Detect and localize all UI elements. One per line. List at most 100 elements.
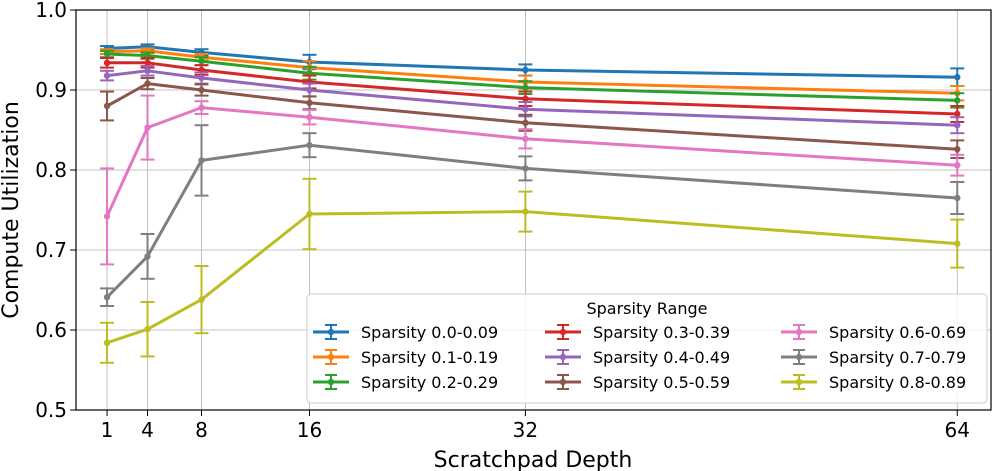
data-point: [306, 142, 313, 149]
y-tick-label: 0.8: [35, 158, 67, 182]
y-tick-label: 1.0: [35, 0, 67, 22]
series-line: [106, 82, 958, 151]
series-line: [106, 45, 958, 79]
series-group: [100, 177, 965, 364]
data-point: [144, 80, 151, 87]
legend-marker: [327, 378, 335, 386]
data-point: [522, 119, 529, 127]
legend-label: Sparsity 0.5-0.59: [593, 373, 730, 392]
legend-marker: [327, 328, 335, 336]
data-point: [103, 50, 111, 58]
series-line: [105, 106, 958, 218]
data-point: [144, 67, 151, 75]
y-tick-label: 0.5: [35, 398, 67, 422]
legend-label: Sparsity 0.3-0.39: [593, 323, 730, 342]
x-tick-label: 1: [101, 418, 114, 442]
data-point: [954, 122, 961, 129]
data-point: [522, 135, 529, 142]
data-point: [954, 146, 961, 153]
series-line: [106, 69, 958, 127]
data-point: [954, 162, 961, 169]
y-tick-label: 0.7: [35, 238, 67, 262]
x-tick-label: 16: [297, 418, 322, 442]
data-point: [306, 210, 313, 218]
data-point: [198, 157, 205, 164]
legend-label: Sparsity 0.2-0.29: [361, 373, 498, 392]
data-point: [306, 99, 313, 107]
legend-entry: Sparsity 0.0-0.09: [313, 323, 498, 342]
data-point: [522, 165, 529, 172]
data-point: [198, 104, 205, 111]
data-point: [144, 124, 151, 131]
data-point: [954, 194, 961, 202]
data-point: [144, 326, 151, 333]
data-point: [103, 102, 111, 110]
series-line: [106, 210, 958, 345]
data-point: [954, 74, 961, 81]
data-point: [954, 240, 961, 247]
legend-marker: [795, 378, 803, 386]
series-group: [100, 124, 965, 307]
legend-marker: [795, 328, 803, 336]
legend-title: Sparsity Range: [586, 299, 707, 318]
legend-label: Sparsity 0.6-0.69: [829, 323, 966, 342]
data-point: [144, 59, 151, 66]
data-point: [103, 213, 111, 220]
series-group: [100, 43, 965, 364]
series-line: [107, 49, 958, 95]
legend-label: Sparsity 0.1-0.19: [361, 348, 498, 367]
data-point: [198, 86, 205, 94]
data-point: [954, 97, 961, 104]
data-point: [306, 86, 313, 94]
data-point: [522, 208, 529, 215]
legend-label: Sparsity 0.4-0.49: [593, 348, 730, 367]
legend-marker: [327, 353, 335, 361]
data-point: [198, 74, 205, 82]
legend-label: Sparsity 0.8-0.89: [829, 373, 966, 392]
axis-ticks: 1 4 8 16 32 64 0.5 0.6 0.7 0.8 0.9 1.0: [35, 0, 970, 442]
data-point: [522, 95, 529, 103]
data-point: [522, 66, 529, 74]
legend-entry: Sparsity 0.6-0.69: [781, 323, 966, 342]
data-point: [522, 84, 529, 91]
data-point: [954, 110, 961, 118]
data-point: [103, 72, 111, 79]
legend-marker: [559, 328, 567, 336]
data-point: [103, 339, 111, 346]
y-axis-label: Compute Utilization: [0, 101, 24, 319]
data-point: [198, 58, 205, 65]
x-tick-label: 4: [141, 418, 154, 442]
data-point: [103, 294, 111, 301]
legend-box: [306, 293, 988, 404]
legend-entry: Sparsity 0.3-0.39: [545, 323, 730, 342]
data-point: [522, 106, 529, 113]
data-point: [306, 114, 313, 121]
legend-entry: Sparsity 0.2-0.29: [313, 373, 498, 392]
legend-marker: [559, 378, 567, 386]
legend-entry: Sparsity 0.5-0.59: [545, 373, 730, 392]
series-line: [105, 143, 958, 299]
x-tick-label: 8: [195, 418, 208, 442]
x-tick-label: 32: [513, 418, 538, 442]
legend-entry: Sparsity 0.8-0.89: [781, 373, 966, 392]
data-point: [103, 59, 111, 66]
data-point: [198, 296, 205, 303]
x-tick-label: 64: [945, 418, 970, 442]
legend-entry: Sparsity 0.1-0.19: [313, 348, 498, 367]
legend-marker: [795, 353, 803, 361]
plot-frame: [75, 9, 992, 411]
series-line: [107, 61, 958, 116]
legend-entry: Sparsity 0.4-0.49: [545, 348, 730, 367]
legend-label: Sparsity 0.0-0.09: [361, 323, 498, 342]
legend-marker: [559, 353, 567, 361]
y-tick-label: 0.9: [35, 78, 67, 102]
legend-entry: Sparsity 0.7-0.79: [781, 348, 966, 367]
legend-label: Sparsity 0.7-0.79: [829, 348, 966, 367]
series-group: [100, 94, 965, 266]
legend: Sparsity Range Sparsity 0.0-0.09 Sparsity…: [306, 293, 988, 404]
data-point: [144, 253, 151, 260]
y-tick-label: 0.6: [35, 318, 67, 342]
x-axis-label: Scratchpad Depth: [434, 448, 633, 471]
series-line: [106, 52, 958, 102]
